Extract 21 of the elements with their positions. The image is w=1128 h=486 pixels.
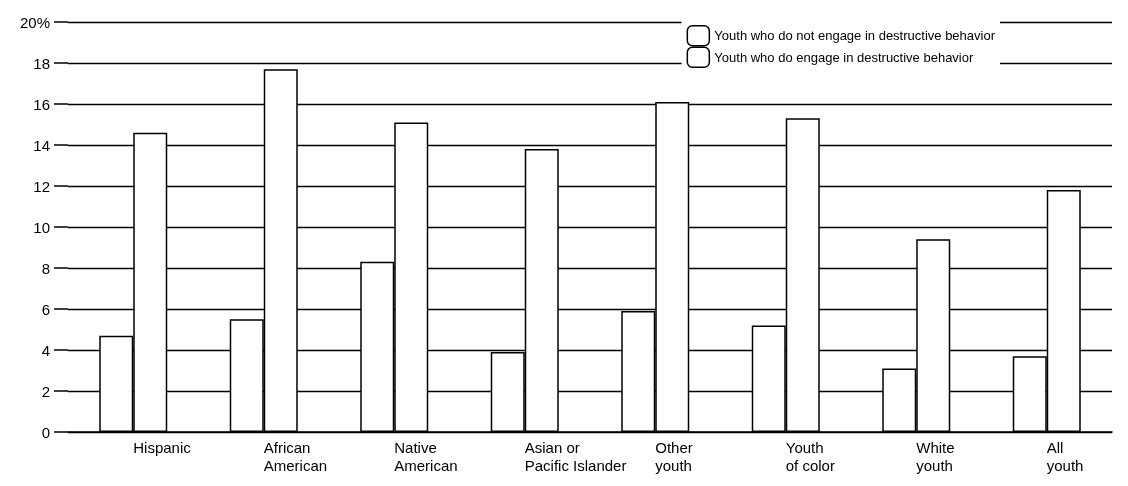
x-tick-label: Asian or Pacific Islander	[524, 438, 627, 474]
x-tick-label: Youth of color	[785, 438, 835, 474]
y-tick-label: 16	[33, 95, 50, 113]
y-tick-label: 14	[33, 136, 50, 154]
y-tick-label: 2	[41, 382, 50, 400]
y-tick-label: 8	[41, 259, 50, 277]
x-tick-label: White youth	[916, 438, 955, 474]
y-tick-label: 4	[41, 341, 50, 359]
y-tick-label: 6	[41, 300, 50, 318]
x-tick-label: African American	[263, 438, 328, 474]
legend-label: Youth who do engage in destructive behavior	[714, 49, 974, 65]
y-tick-label: 12	[33, 177, 50, 195]
x-tick-label: All youth	[1046, 438, 1084, 474]
y-tick-label: 18	[33, 54, 50, 72]
x-tick-label: Native American	[394, 438, 458, 474]
y-tick-label: 20%	[19, 13, 50, 31]
x-tick-label: Hispanic	[133, 438, 192, 456]
y-tick-label: 0	[41, 423, 50, 441]
y-tick-label: 10	[33, 218, 50, 236]
legend-label: Youth who do not engage in destructive behavior	[714, 28, 996, 44]
x-tick-label: Other youth	[655, 438, 693, 474]
